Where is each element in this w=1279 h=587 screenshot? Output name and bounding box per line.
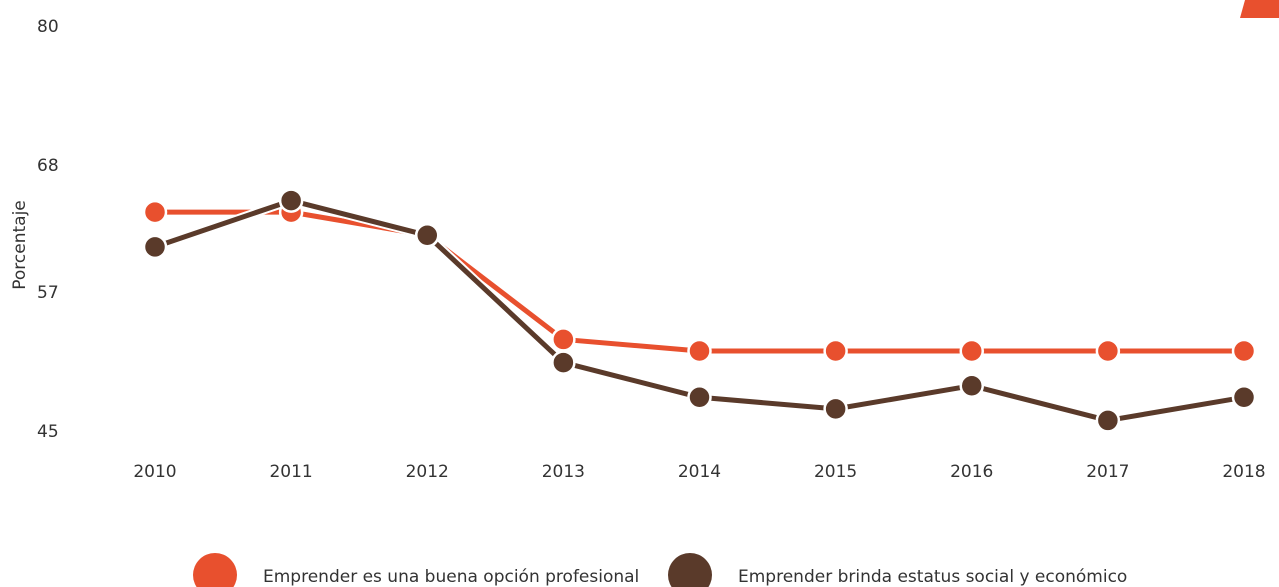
- point: [551, 350, 576, 375]
- x-tick-label: 2017: [1086, 462, 1129, 482]
- x-tick-label: 2016: [950, 462, 993, 482]
- point: [687, 338, 712, 364]
- point: [687, 385, 712, 410]
- point: [1095, 338, 1121, 364]
- point: [823, 396, 848, 422]
- legend-swatch: [668, 553, 712, 587]
- point: [1095, 408, 1121, 433]
- y-tick-label: 45: [37, 422, 59, 442]
- line-outline: [155, 207, 1244, 356]
- point: [551, 327, 576, 352]
- y-tick-label: 68: [37, 156, 59, 176]
- legend-swatch: [193, 553, 237, 587]
- x-tick-label: 2013: [542, 462, 585, 482]
- corner-decoration: [1240, 0, 1279, 18]
- point: [1231, 385, 1257, 410]
- legend-label: Emprender brinda estatus social y económ…: [738, 567, 1127, 587]
- point: [142, 234, 168, 260]
- point: [142, 199, 168, 225]
- point: [959, 373, 984, 398]
- x-tick-label: 2010: [133, 462, 176, 482]
- point: [278, 188, 304, 213]
- x-tick-label: 2011: [269, 462, 312, 482]
- x-tick-label: 2015: [814, 462, 857, 482]
- y-tick-label: 57: [37, 283, 59, 303]
- x-tick-label: 2018: [1222, 462, 1265, 482]
- point: [959, 338, 984, 364]
- series-line: [155, 209, 1244, 354]
- legend-label: Emprender es una buena opción profesiona…: [263, 567, 639, 587]
- x-tick-label: 2012: [406, 462, 449, 482]
- point: [823, 338, 848, 364]
- y-tick-label: 80: [37, 17, 59, 37]
- point: [415, 223, 440, 248]
- y-axis-label: Porcentaje: [10, 200, 30, 290]
- x-tick-label: 2014: [678, 462, 721, 482]
- point: [1231, 338, 1257, 364]
